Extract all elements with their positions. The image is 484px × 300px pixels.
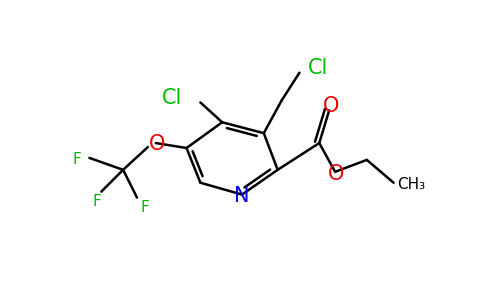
Text: F: F [140, 200, 149, 215]
Text: O: O [328, 164, 344, 184]
Text: O: O [149, 134, 165, 154]
Text: F: F [93, 194, 102, 209]
Text: CH₃: CH₃ [397, 177, 425, 192]
Text: Cl: Cl [162, 88, 182, 109]
Text: Cl: Cl [307, 58, 328, 78]
Text: N: N [234, 186, 250, 206]
Text: O: O [323, 96, 339, 116]
Text: F: F [73, 152, 81, 167]
